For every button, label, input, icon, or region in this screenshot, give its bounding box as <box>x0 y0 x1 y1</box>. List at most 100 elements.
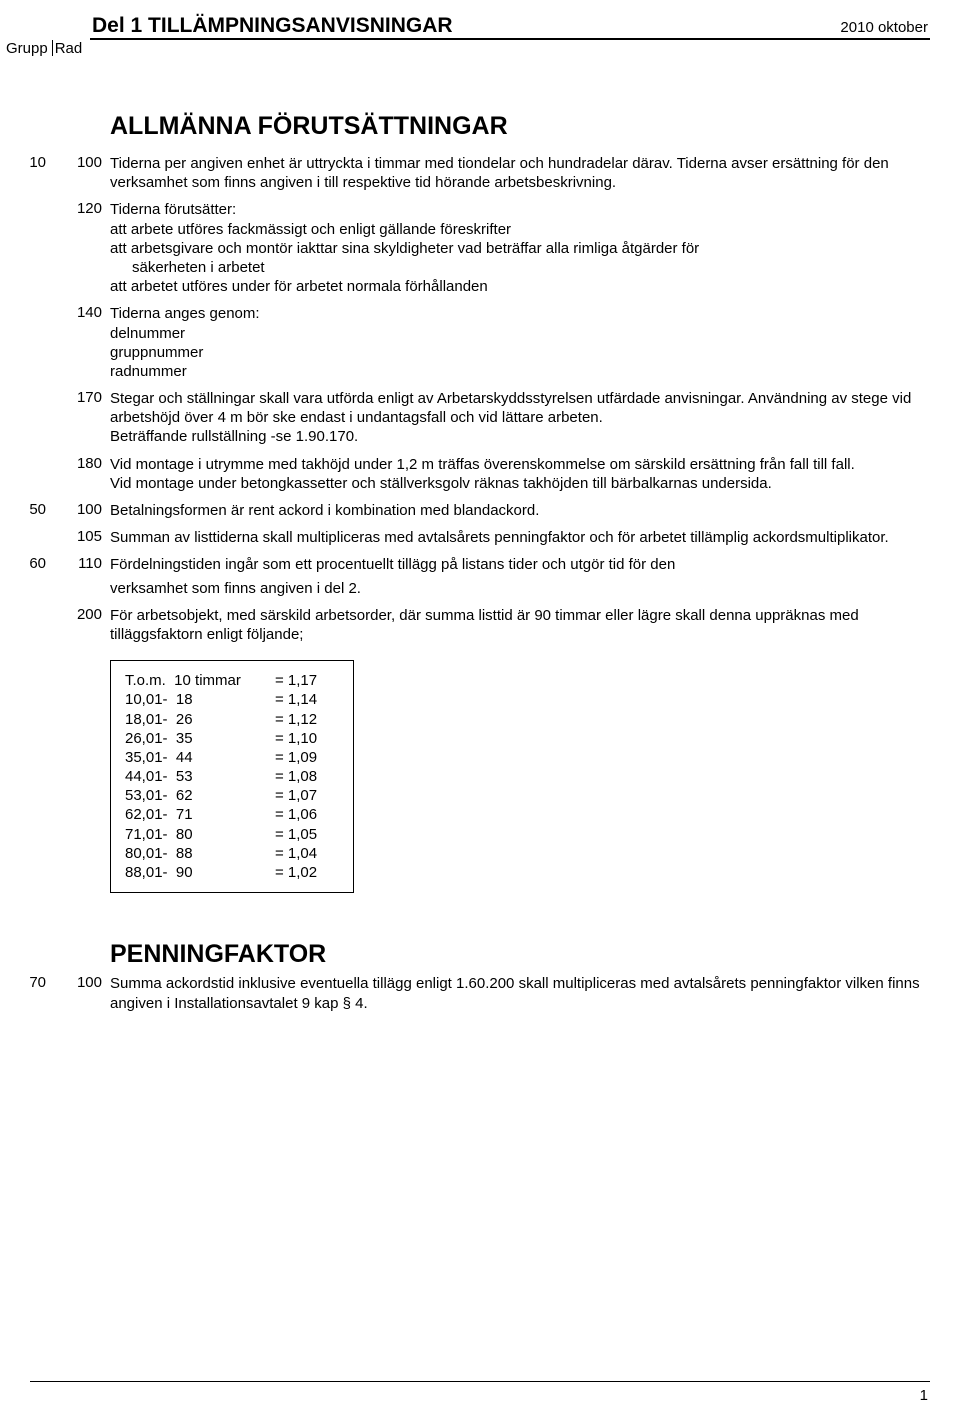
rad-cell: 100 <box>50 154 110 171</box>
body-text: Vid montage under betongkassetter och st… <box>110 475 772 492</box>
sub-line: radnummer <box>110 363 187 380</box>
range-cell: 44,01- 53 <box>125 767 275 786</box>
text-row: 60 110 Fördelningstiden ingår som ett pr… <box>0 555 960 574</box>
table-row: 53,01- 62= 1,07 <box>125 786 335 805</box>
table-row: 71,01- 80= 1,05 <box>125 825 335 844</box>
text-cell: Summa ackordstid inklusive eventuella ti… <box>110 974 960 1012</box>
value-cell: = 1,06 <box>275 805 335 824</box>
text-row: 120 Tiderna förutsätter: att arbete utfö… <box>0 200 960 296</box>
sub-line: delnummer <box>110 325 185 342</box>
text-cell: Vid montage i utrymme med takhöjd under … <box>110 455 960 493</box>
rad-cell: 140 <box>50 304 110 321</box>
text-row: 70 100 Summa ackordstid inklusive eventu… <box>0 974 960 1012</box>
sub-line: att arbetsgivare och montör iakttar sina… <box>110 240 699 257</box>
value-cell: = 1,17 <box>275 671 335 690</box>
lead-text: Tiderna anges genom: <box>110 305 260 322</box>
value-cell: = 1,12 <box>275 710 335 729</box>
sub-line: gruppnummer <box>110 344 203 361</box>
text-cell: Stegar och ställningar skall vara utförd… <box>110 389 960 447</box>
factor-box-cell: T.o.m. 10 timmar= 1,17 10,01- 18= 1,14 1… <box>110 654 960 898</box>
text-cell: Tiderna förutsätter: att arbete utföres … <box>110 200 960 296</box>
sub-line: att arbetet utföres under för arbetet no… <box>110 278 488 295</box>
page: Del 1 TILLÄMPNINGSANVISNINGAR 2010 oktob… <box>0 0 960 1416</box>
rad-cell: 180 <box>50 455 110 472</box>
rad-cell: 110 <box>50 555 110 572</box>
section-heading-row: ALLMÄNNA FÖRUTSÄTTNINGAR <box>0 110 960 144</box>
sub-line: säkerheten i arbetet <box>110 259 265 276</box>
content: ALLMÄNNA FÖRUTSÄTTNINGAR 10 100 Tiderna … <box>0 110 960 1023</box>
factor-box-row: T.o.m. 10 timmar= 1,17 10,01- 18= 1,14 1… <box>0 654 960 898</box>
text-row: 180 Vid montage i utrymme med takhöjd un… <box>0 455 960 493</box>
section-title: ALLMÄNNA FÖRUTSÄTTNINGAR <box>110 110 960 142</box>
rad-cell: 100 <box>50 974 110 991</box>
rad-label: Rad <box>55 40 83 57</box>
column-headers: Grupp Rad <box>6 40 82 57</box>
grupp-cell: 70 <box>0 974 50 991</box>
value-cell: = 1,02 <box>275 863 335 882</box>
text-row: 50 100 Betalningsformen är rent ackord i… <box>0 501 960 520</box>
rad-cell: 170 <box>50 389 110 406</box>
text-cell: Betalningsformen är rent ackord i kombin… <box>110 501 960 520</box>
text-row: 140 Tiderna anges genom: delnummer grupp… <box>0 304 960 381</box>
value-cell: = 1,08 <box>275 767 335 786</box>
section-title: PENNINGFAKTOR <box>110 938 960 970</box>
header-date: 2010 oktober <box>840 19 928 36</box>
table-row: 26,01- 35= 1,10 <box>125 729 335 748</box>
table-row: 18,01- 26= 1,12 <box>125 710 335 729</box>
text-cell: verksamhet som finns angiven i del 2. <box>110 579 960 598</box>
text-cell: Tiderna per angiven enhet är uttryckta i… <box>110 154 960 192</box>
grupp-label: Grupp <box>6 40 48 57</box>
range-cell: 80,01- 88 <box>125 844 275 863</box>
page-number: 1 <box>920 1387 928 1404</box>
text-cell: För arbetsobjekt, med särskild arbetsord… <box>110 606 960 644</box>
table-row: 35,01- 44= 1,09 <box>125 748 335 767</box>
body-text: Stegar och ställningar skall vara utförd… <box>110 390 911 426</box>
column-divider <box>52 40 53 56</box>
table-row: 62,01- 71= 1,06 <box>125 805 335 824</box>
range-cell: 71,01- 80 <box>125 825 275 844</box>
text-row: 10 100 Tiderna per angiven enhet är uttr… <box>0 154 960 192</box>
text-cell: Fördelningstiden ingår som ett procentue… <box>110 555 960 574</box>
value-cell: = 1,05 <box>275 825 335 844</box>
factor-table: T.o.m. 10 timmar= 1,17 10,01- 18= 1,14 1… <box>125 671 335 882</box>
value-cell: = 1,10 <box>275 729 335 748</box>
range-cell: 26,01- 35 <box>125 729 275 748</box>
text-row: 105 Summan av listtiderna skall multipli… <box>0 528 960 547</box>
range-cell: 10,01- 18 <box>125 690 275 709</box>
value-cell: = 1,14 <box>275 690 335 709</box>
table-row: 44,01- 53= 1,08 <box>125 767 335 786</box>
text-cell: Summan av listtiderna skall multiplicera… <box>110 528 960 547</box>
value-cell: = 1,04 <box>275 844 335 863</box>
sub-line: att arbete utföres fackmässigt och enlig… <box>110 221 511 238</box>
range-cell: 35,01- 44 <box>125 748 275 767</box>
footer-rule <box>30 1381 930 1382</box>
rad-cell: 200 <box>50 606 110 623</box>
rad-cell: 120 <box>50 200 110 217</box>
grupp-cell: 10 <box>0 154 50 171</box>
table-row: 10,01- 18= 1,14 <box>125 690 335 709</box>
text-cell: Tiderna anges genom: delnummer gruppnumm… <box>110 304 960 381</box>
table-row: 88,01- 90= 1,02 <box>125 863 335 882</box>
text-row: verksamhet som finns angiven i del 2. <box>0 579 960 598</box>
value-cell: = 1,07 <box>275 786 335 805</box>
spacer <box>0 912 960 938</box>
rad-cell: 105 <box>50 528 110 545</box>
value-cell: = 1,09 <box>275 748 335 767</box>
grupp-cell: 50 <box>0 501 50 518</box>
table-row: 80,01- 88= 1,04 <box>125 844 335 863</box>
range-cell: 18,01- 26 <box>125 710 275 729</box>
body-text: Beträffande rullställning -se 1.90.170. <box>110 428 358 445</box>
header-rule <box>90 38 930 40</box>
range-cell: T.o.m. 10 timmar <box>125 671 275 690</box>
text-row: 200 För arbetsobjekt, med särskild arbet… <box>0 606 960 644</box>
range-cell: 88,01- 90 <box>125 863 275 882</box>
lead-text: Tiderna förutsätter: <box>110 201 236 218</box>
range-cell: 62,01- 71 <box>125 805 275 824</box>
table-row: T.o.m. 10 timmar= 1,17 <box>125 671 335 690</box>
grupp-cell: 60 <box>0 555 50 572</box>
factor-box: T.o.m. 10 timmar= 1,17 10,01- 18= 1,14 1… <box>110 660 354 893</box>
range-cell: 53,01- 62 <box>125 786 275 805</box>
rad-cell: 100 <box>50 501 110 518</box>
header-title: Del 1 TILLÄMPNINGSANVISNINGAR <box>92 14 453 38</box>
body-text: Vid montage i utrymme med takhöjd under … <box>110 456 855 473</box>
